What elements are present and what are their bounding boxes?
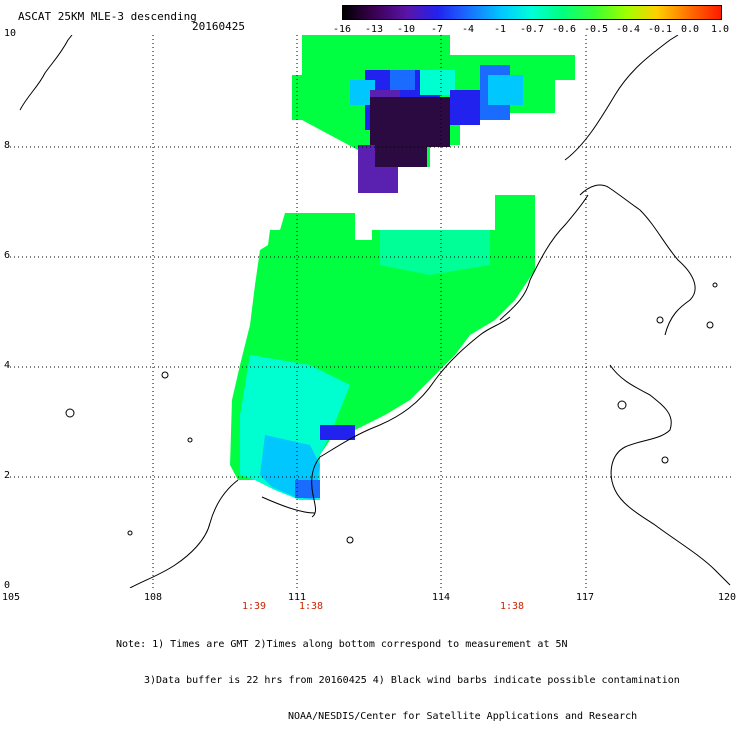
lat-label: 10 — [4, 28, 17, 39]
colorbar-label: 1.0 — [710, 24, 730, 35]
lat-label: 6 — [4, 250, 11, 261]
lon-label: 111 — [288, 592, 307, 603]
lon-label: 120 — [718, 592, 737, 603]
colorbar-label: -16 — [332, 24, 352, 35]
colorbar-label: -1 — [493, 24, 507, 35]
colorbar — [342, 5, 722, 20]
colorbar-label: -0.7 — [519, 24, 545, 35]
lon-label: 108 — [144, 592, 163, 603]
colorbar-label: -0.6 — [551, 24, 577, 35]
colorbar-label: 0.0 — [680, 24, 700, 35]
colorbar-label: -0.4 — [615, 24, 641, 35]
footnote-line-3: NOAA/NESDIS/Center for Satellite Applica… — [288, 711, 638, 722]
lat-label: 4 — [4, 360, 11, 371]
lat-label: 8 — [4, 140, 11, 151]
colorbar-label: -10 — [396, 24, 416, 35]
footnote: Note: 1) Times are GMT 2)Times along bot… — [116, 615, 680, 735]
time-label: 1:38 — [500, 601, 525, 612]
wind-data-swath-south — [230, 195, 535, 500]
footnote-line-1: Note: 1) Times are GMT 2)Times along bot… — [116, 639, 568, 650]
lon-label: 117 — [576, 592, 595, 603]
lat-lon-grid — [10, 35, 732, 588]
colorbar-label: -7 — [430, 24, 444, 35]
wind-data-swath-north — [292, 35, 575, 193]
footnote-line-2: 3)Data buffer is 22 hrs from 20160425 4)… — [144, 675, 680, 686]
colorbar-label: -0.5 — [583, 24, 609, 35]
lon-label: 105 — [2, 592, 21, 603]
map-canvas — [10, 35, 732, 588]
coastlines — [19, 35, 731, 588]
map-title: ASCAT 25KM MLE-3 descending — [18, 10, 197, 23]
time-label: 1:39 — [242, 601, 267, 612]
colorbar-label: -13 — [364, 24, 384, 35]
colorbar-label: -4 — [461, 24, 475, 35]
lat-label: 0 — [4, 580, 11, 591]
colorbar-labels: -16 -13 -10 -7 -4 -1 -0.7 -0.6 -0.5 -0.4… — [333, 24, 732, 38]
lat-label: 2 — [4, 470, 11, 481]
colorbar-label: -0.1 — [647, 24, 673, 35]
lon-label: 114 — [432, 592, 451, 603]
map-date: 20160425 — [192, 20, 245, 33]
time-label: 1:38 — [299, 601, 324, 612]
